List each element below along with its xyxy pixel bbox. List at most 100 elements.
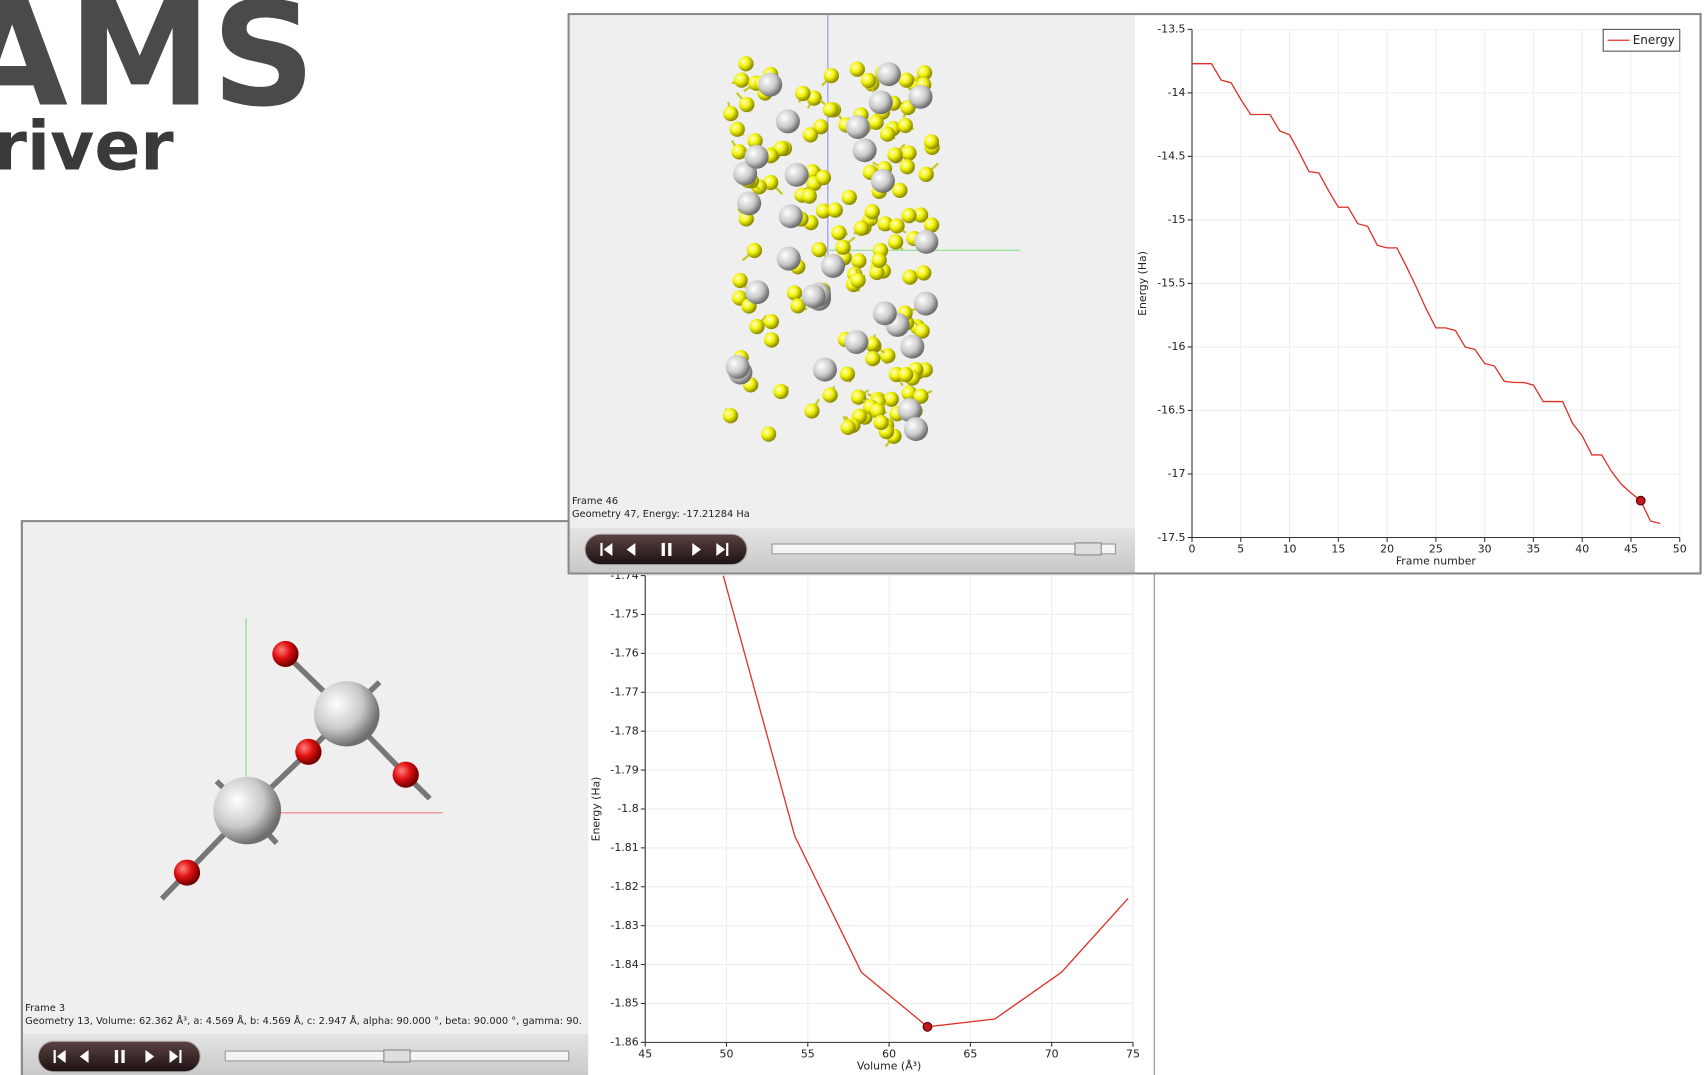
atom bbox=[734, 72, 749, 87]
atom bbox=[924, 134, 939, 149]
atom bbox=[888, 234, 903, 249]
x-tick-label: 20 bbox=[1380, 543, 1394, 556]
player-controls[interactable] bbox=[38, 1041, 200, 1071]
x-axis-label: Frame number bbox=[1396, 555, 1477, 568]
y-tick-label: -1.75 bbox=[610, 608, 638, 621]
x-tick-label: 0 bbox=[1189, 543, 1196, 556]
atom bbox=[873, 301, 897, 325]
slider-track[interactable] bbox=[772, 544, 1115, 554]
y-tick-label: -13.5 bbox=[1157, 23, 1185, 36]
atom bbox=[898, 118, 913, 133]
caption: Frame 46 bbox=[572, 496, 618, 507]
atom bbox=[880, 127, 895, 142]
y-tick-label: -1.76 bbox=[610, 647, 638, 660]
atom bbox=[758, 73, 782, 97]
atom bbox=[787, 285, 802, 300]
atom bbox=[795, 86, 810, 101]
y-axis-label: Energy (Ha) bbox=[589, 777, 602, 842]
atom bbox=[850, 273, 865, 288]
x-tick-label: 45 bbox=[1624, 543, 1638, 556]
atom bbox=[731, 144, 746, 159]
y-tick-label: -17 bbox=[1168, 467, 1186, 480]
logo: AMS river bbox=[0, 0, 316, 186]
atom bbox=[295, 739, 321, 765]
bottom-window: Frame 3 Geometry 13, Volume: 62.362 Å³, … bbox=[22, 521, 1154, 1075]
atom bbox=[823, 102, 838, 117]
y-tick-label: -15.5 bbox=[1157, 277, 1185, 290]
atom bbox=[732, 273, 747, 288]
atom bbox=[764, 332, 779, 347]
y-tick-label: -1.8 bbox=[617, 802, 638, 815]
y-tick-label: -14.5 bbox=[1157, 150, 1185, 163]
x-tick-label: 75 bbox=[1126, 1048, 1140, 1061]
atom bbox=[909, 85, 933, 109]
chart-panel bbox=[1135, 15, 1699, 572]
atom bbox=[813, 358, 837, 382]
atom bbox=[739, 97, 754, 112]
atom bbox=[904, 417, 928, 441]
atom bbox=[811, 242, 826, 257]
atom bbox=[777, 247, 801, 271]
y-tick-label: -1.81 bbox=[610, 841, 638, 854]
atom bbox=[764, 314, 779, 329]
atom bbox=[773, 384, 788, 399]
atom bbox=[804, 403, 819, 418]
atom bbox=[761, 427, 776, 442]
atom bbox=[914, 230, 938, 254]
atom bbox=[802, 189, 817, 204]
atom bbox=[873, 415, 888, 430]
atom bbox=[869, 90, 893, 114]
y-tick-label: -14 bbox=[1168, 86, 1186, 99]
selected-point bbox=[923, 1022, 932, 1031]
x-tick-label: 40 bbox=[1575, 543, 1589, 556]
y-tick-label: -16 bbox=[1168, 340, 1186, 353]
atom bbox=[745, 280, 769, 304]
atom bbox=[726, 355, 750, 379]
atom bbox=[846, 115, 870, 139]
atom bbox=[865, 204, 880, 219]
atom bbox=[851, 390, 866, 405]
atom bbox=[730, 122, 745, 137]
top-window: Frame 46 Geometry 47, Energy: -17.21284 … bbox=[569, 14, 1701, 573]
x-tick-label: 15 bbox=[1331, 543, 1345, 556]
y-axis-label: Energy (Ha) bbox=[1136, 251, 1149, 316]
atom bbox=[916, 265, 931, 280]
x-tick-label: 10 bbox=[1283, 543, 1297, 556]
caption: Geometry 47, Energy: -17.21284 Ha bbox=[572, 509, 750, 520]
y-tick-label: -16.5 bbox=[1157, 404, 1185, 417]
x-tick-label: 5 bbox=[1237, 543, 1244, 556]
atom bbox=[272, 641, 298, 667]
atom bbox=[747, 243, 762, 258]
atom bbox=[877, 62, 901, 86]
atom bbox=[901, 208, 916, 223]
caption: Geometry 13, Volume: 62.362 Å³, a: 4.569… bbox=[25, 1014, 582, 1027]
atom bbox=[851, 253, 866, 268]
player-controls[interactable] bbox=[585, 534, 747, 564]
atom bbox=[887, 147, 902, 162]
x-axis-label: Volume (Å³) bbox=[857, 1060, 921, 1073]
atom bbox=[816, 170, 831, 185]
atom bbox=[865, 351, 880, 366]
slider-thumb[interactable] bbox=[384, 1050, 410, 1062]
atom bbox=[779, 204, 803, 228]
atom bbox=[831, 225, 846, 240]
atom bbox=[868, 115, 883, 130]
atom bbox=[842, 190, 857, 205]
y-tick-label: -1.86 bbox=[610, 1036, 638, 1049]
x-tick-label: 55 bbox=[801, 1048, 815, 1061]
logo-subtitle: river bbox=[0, 107, 174, 186]
atom bbox=[723, 106, 738, 121]
y-tick-label: -1.85 bbox=[610, 997, 638, 1010]
atom bbox=[871, 169, 895, 193]
atom bbox=[314, 681, 380, 746]
slider-thumb[interactable] bbox=[1075, 543, 1101, 555]
atom bbox=[841, 420, 856, 435]
atom bbox=[785, 163, 809, 187]
x-tick-label: 50 bbox=[720, 1048, 734, 1061]
atom bbox=[822, 388, 837, 403]
legend-label: Energy bbox=[1633, 33, 1675, 47]
atom bbox=[828, 202, 843, 217]
y-tick-label: -17.5 bbox=[1157, 531, 1185, 544]
atom bbox=[861, 73, 876, 88]
y-tick-label: -1.77 bbox=[610, 686, 638, 699]
